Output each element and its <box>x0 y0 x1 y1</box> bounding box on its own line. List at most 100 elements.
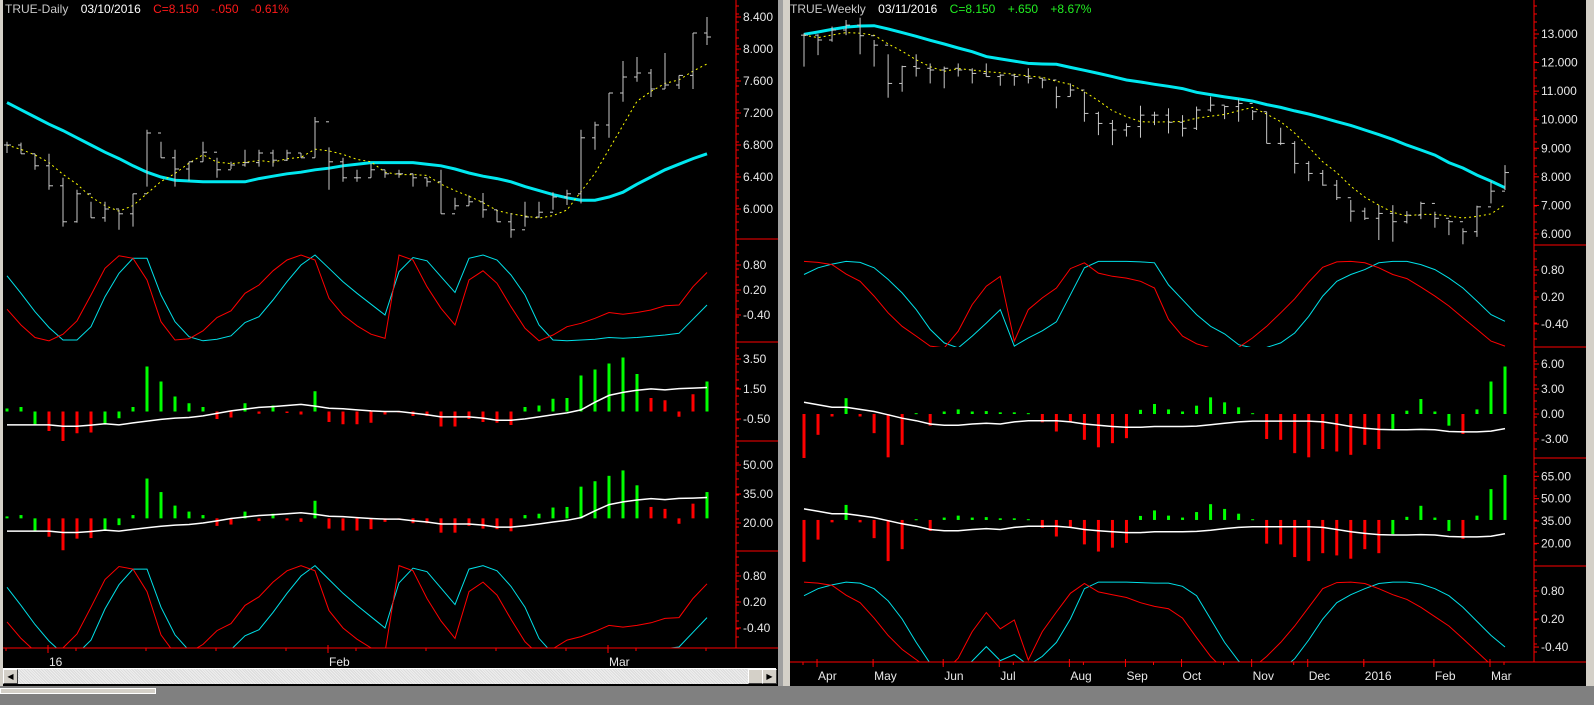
hist1-histogram-bar <box>313 391 317 412</box>
hist1-histogram-bar <box>509 411 513 425</box>
hist1-histogram-bar <box>299 411 303 415</box>
price-bar <box>815 34 823 56</box>
price-bar <box>228 161 235 171</box>
price-bar <box>466 195 473 207</box>
change-pct-label: +8.67% <box>1050 2 1092 16</box>
change-pct-label: -0.61% <box>250 2 289 16</box>
hist2-histogram-bar <box>1265 519 1269 544</box>
price-tick-label: 6.000 <box>1541 227 1571 241</box>
hist2-tick-label: 20.00 <box>1541 536 1571 550</box>
price-bar <box>368 163 375 179</box>
hist1-histogram-bar <box>355 411 359 425</box>
price-bar <box>116 208 123 230</box>
hist2-histogram-bar <box>243 511 247 519</box>
price-bar <box>662 53 669 90</box>
hist1-tick-label: -3.00 <box>1541 432 1569 446</box>
window-splitter[interactable] <box>778 0 783 686</box>
price-bar <box>564 189 571 205</box>
price-bar <box>955 63 963 77</box>
hist1-histogram-bar <box>159 381 163 412</box>
hist1-histogram-bar <box>565 398 569 412</box>
weekly-chart-header: TRUE-Weekly 03/11/2016 C=8.150 +.650 +8.… <box>790 2 1100 16</box>
hist2-histogram-bar <box>383 518 387 522</box>
price-tick-label: 7.000 <box>1541 198 1571 212</box>
price-bar <box>284 149 291 161</box>
hist2-histogram-bar <box>1405 516 1409 520</box>
time-axis-label: Mar <box>1491 669 1512 683</box>
time-axis-label: Feb <box>1435 669 1456 683</box>
hist1-tick-label: 3.00 <box>1541 382 1565 396</box>
horizontal-scrollbar[interactable]: ◀ ▶ <box>3 668 777 684</box>
price-bar <box>1179 115 1187 137</box>
hist2-histogram-bar <box>173 505 177 519</box>
daily-chart-window[interactable] <box>0 0 778 686</box>
hist1-histogram-bar <box>425 411 429 416</box>
price-bar <box>927 63 935 84</box>
hist1-histogram-bar <box>131 407 135 412</box>
hist1-histogram-bar <box>1293 414 1297 454</box>
hist1-histogram-bar <box>1321 414 1325 449</box>
hist2-histogram-bar <box>663 508 667 519</box>
hist2-histogram-bar <box>1363 519 1367 550</box>
hist2-histogram-bar <box>942 517 946 520</box>
hist1-histogram-bar <box>956 409 960 414</box>
hist2-histogram-bar <box>1391 519 1395 535</box>
hist1-histogram-bar <box>1012 412 1016 414</box>
hist2-histogram-bar <box>257 518 261 522</box>
hist2-tick-label: 50.00 <box>743 458 773 472</box>
price-bar <box>634 57 641 82</box>
window-tab[interactable] <box>0 688 156 694</box>
hist1-histogram-bar <box>705 381 709 412</box>
hist1-histogram-bar <box>75 411 79 434</box>
hist2-pane <box>802 474 1507 562</box>
price-bar <box>983 63 991 78</box>
scroll-right-button[interactable]: ▶ <box>762 669 777 684</box>
hist1-histogram-bar <box>61 411 65 441</box>
hist2-histogram-bar <box>355 518 359 531</box>
price-bar <box>1053 79 1061 109</box>
hist1-histogram-bar <box>341 411 345 425</box>
price-bar <box>829 26 837 42</box>
hist2-histogram-bar <box>537 513 541 519</box>
price-bar <box>144 129 151 195</box>
daily-chart-header: TRUE-Daily 03/10/2016 C=8.150 -.050 -0.6… <box>5 2 298 16</box>
hist1-histogram-bar <box>1475 409 1479 414</box>
hist1-histogram-bar <box>33 411 37 425</box>
hist2-histogram-bar <box>1054 519 1058 537</box>
daily-chart: 8.400 8.000 7.600 7.200 6.800 6.400 6.000 0.80 0… <box>3 0 778 669</box>
hist1-histogram-bar <box>1433 411 1437 414</box>
time-axis-label: Mar <box>609 655 630 669</box>
hist2-histogram-bar <box>229 518 233 525</box>
price-bar <box>242 149 249 167</box>
hist1-histogram-bar <box>1153 404 1156 414</box>
hist1-histogram-bar <box>1110 414 1114 444</box>
price-bar <box>256 149 263 167</box>
price-bar <box>1333 179 1341 200</box>
hist2-histogram-bar <box>1461 519 1465 539</box>
time-axis-label: May <box>874 669 897 683</box>
hist2-histogram-bar <box>565 506 569 519</box>
hist1-histogram-bar <box>649 398 653 412</box>
weekly-chart-window[interactable] <box>783 0 1594 686</box>
osc2-tick-label: -0.40 <box>743 621 771 635</box>
hist2-histogram-bar <box>19 515 23 519</box>
hist2-histogram-bar <box>467 518 471 526</box>
hist2-tick-label: 65.00 <box>1541 469 1571 483</box>
price-bar <box>1445 217 1453 236</box>
hist1-histogram-bar <box>453 411 457 427</box>
hist1-histogram-bar <box>635 374 639 412</box>
time-axis-label: Sep <box>1126 669 1148 683</box>
price-bar <box>1067 83 1075 98</box>
scroll-thumb[interactable] <box>748 669 763 684</box>
long-moving-average-line <box>803 24 1506 190</box>
price-bar <box>1109 119 1117 146</box>
hist2-histogram-bar <box>677 518 681 524</box>
hist1-histogram-bar <box>1335 414 1339 452</box>
hist2-histogram-bar <box>495 518 499 530</box>
hist2-histogram-bar <box>215 518 219 526</box>
hist2-tick-label: 50.00 <box>1541 492 1571 506</box>
scroll-left-button[interactable]: ◀ <box>3 669 18 684</box>
price-bar <box>871 35 879 67</box>
price-bar <box>1123 123 1131 137</box>
hist2-pane <box>5 470 709 551</box>
